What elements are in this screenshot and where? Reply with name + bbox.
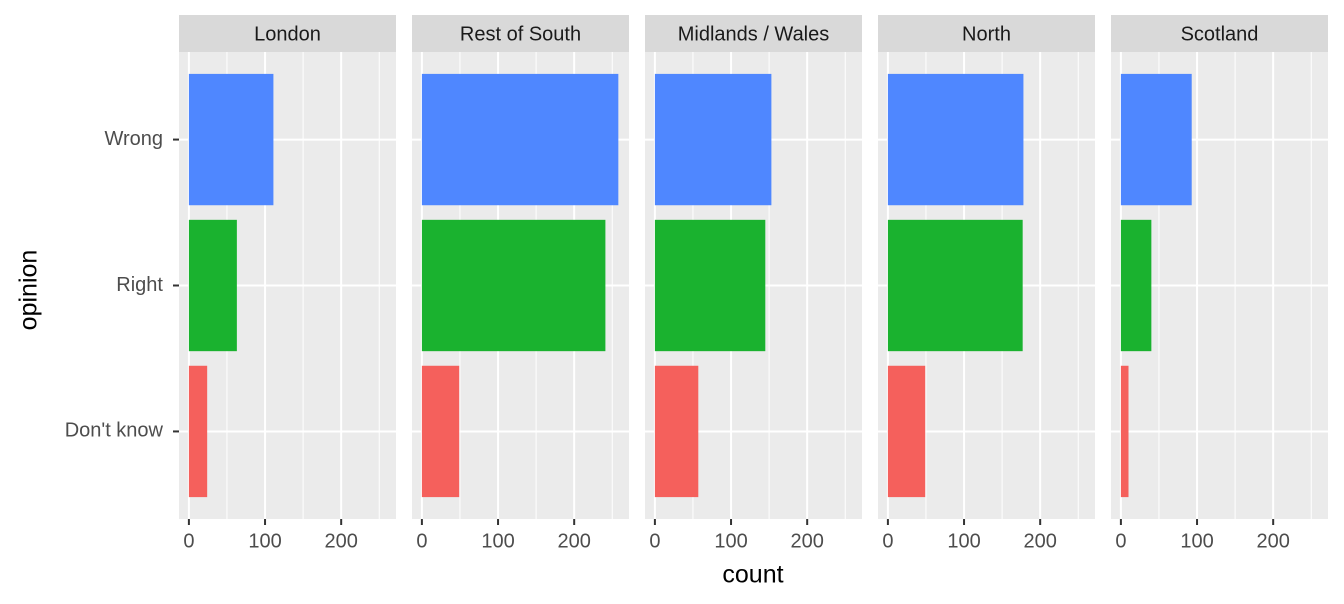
bar (887, 365, 926, 498)
bar (421, 219, 606, 352)
x-axis-title: count (722, 561, 783, 589)
strip-label: North (962, 23, 1011, 45)
strip-label: Rest of South (460, 23, 581, 45)
x-tick-label: 0 (1115, 530, 1126, 552)
bar (421, 73, 619, 206)
x-tick-label: 200 (1256, 530, 1289, 552)
bar (654, 219, 766, 352)
x-tick-label: 0 (882, 530, 893, 552)
bar (188, 219, 237, 352)
strip (1111, 15, 1328, 52)
y-axis-title: opinion (15, 250, 43, 331)
x-tick-label: 0 (649, 530, 660, 552)
x-tick-label: 0 (416, 530, 427, 552)
y-tick-label: Wrong (104, 128, 163, 150)
x-tick-label: 100 (1180, 530, 1213, 552)
bar (654, 73, 772, 206)
x-tick-label: 200 (790, 530, 823, 552)
x-tick-label: 200 (1023, 530, 1056, 552)
x-tick-label: 100 (481, 530, 514, 552)
strip-label: Midlands / Wales (678, 23, 830, 45)
bar (1120, 365, 1129, 498)
bar (887, 73, 1024, 206)
x-tick-label: 0 (183, 530, 194, 552)
bar (188, 365, 208, 498)
bar (421, 365, 460, 498)
x-tick-label: 100 (714, 530, 747, 552)
strip (878, 15, 1095, 52)
bar (1120, 219, 1152, 352)
strip (179, 15, 396, 52)
bar (1120, 73, 1192, 206)
strip-label: Scotland (1181, 23, 1259, 45)
x-tick-label: 100 (947, 530, 980, 552)
x-tick-label: 100 (248, 530, 281, 552)
bar (188, 73, 274, 206)
x-tick-label: 200 (557, 530, 590, 552)
y-tick-label: Right (116, 274, 163, 296)
strip-label: London (254, 23, 321, 45)
bar (654, 365, 699, 498)
strip (412, 15, 629, 52)
x-tick-label: 200 (324, 530, 357, 552)
y-tick-label: Don't know (65, 420, 164, 442)
strip (645, 15, 862, 52)
bar (887, 219, 1023, 352)
